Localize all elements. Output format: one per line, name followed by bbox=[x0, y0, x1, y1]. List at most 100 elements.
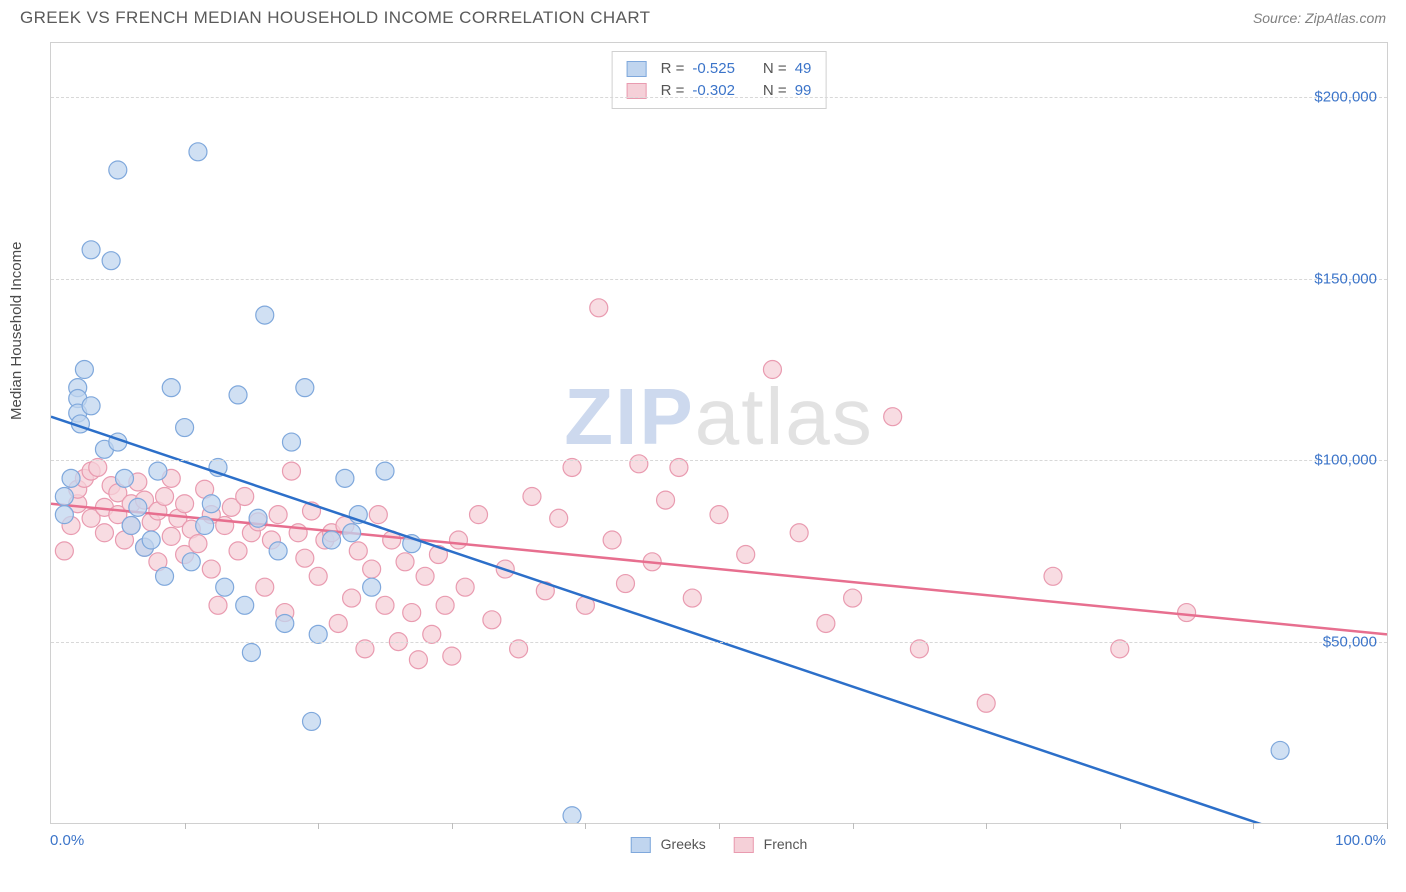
chart-header: GREEK VS FRENCH MEDIAN HOUSEHOLD INCOME … bbox=[0, 0, 1406, 34]
point-french bbox=[55, 542, 73, 560]
point-greeks bbox=[242, 643, 260, 661]
y-tick-label: $50,000 bbox=[1323, 633, 1377, 650]
point-greeks bbox=[162, 379, 180, 397]
point-french bbox=[657, 491, 675, 509]
n-label: N = bbox=[763, 58, 787, 80]
point-greeks bbox=[216, 578, 234, 596]
x-tick bbox=[185, 823, 186, 829]
y-tick-label: $150,000 bbox=[1314, 270, 1377, 287]
point-greeks bbox=[149, 462, 167, 480]
point-french bbox=[603, 531, 621, 549]
scatter-svg bbox=[51, 43, 1387, 823]
point-french bbox=[369, 506, 387, 524]
point-greeks bbox=[303, 712, 321, 730]
point-greeks bbox=[563, 807, 581, 823]
x-tick bbox=[853, 823, 854, 829]
point-greeks bbox=[376, 462, 394, 480]
point-french bbox=[343, 589, 361, 607]
point-greeks bbox=[182, 553, 200, 571]
point-french bbox=[396, 553, 414, 571]
point-french bbox=[817, 614, 835, 632]
point-french bbox=[590, 299, 608, 317]
point-greeks bbox=[1271, 741, 1289, 759]
point-greeks bbox=[189, 143, 207, 161]
point-french bbox=[256, 578, 274, 596]
point-greeks bbox=[62, 469, 80, 487]
point-greeks bbox=[296, 379, 314, 397]
point-greeks bbox=[142, 531, 160, 549]
gridline-h bbox=[51, 642, 1387, 643]
point-french bbox=[443, 647, 461, 665]
point-french bbox=[630, 455, 648, 473]
correlation-legend: R = -0.525 N = 49 R = -0.302 N = 99 bbox=[612, 51, 827, 109]
gridline-h bbox=[51, 279, 1387, 280]
point-greeks bbox=[269, 542, 287, 560]
point-greeks bbox=[109, 161, 127, 179]
correlation-row-french: R = -0.302 N = 99 bbox=[627, 80, 812, 102]
point-french bbox=[236, 487, 254, 505]
gridline-h bbox=[51, 460, 1387, 461]
point-greeks bbox=[75, 361, 93, 379]
point-french bbox=[884, 408, 902, 426]
point-greeks bbox=[82, 241, 100, 259]
swatch-french-icon bbox=[734, 837, 754, 853]
point-greeks bbox=[122, 517, 140, 535]
r-value-french: -0.302 bbox=[692, 80, 735, 102]
point-french bbox=[229, 542, 247, 560]
point-greeks bbox=[129, 498, 147, 516]
point-french bbox=[409, 651, 427, 669]
point-french bbox=[683, 589, 701, 607]
point-french bbox=[550, 509, 568, 527]
point-french bbox=[282, 462, 300, 480]
point-greeks bbox=[176, 419, 194, 437]
x-axis-max-label: 100.0% bbox=[1335, 832, 1386, 849]
n-value-greeks: 49 bbox=[795, 58, 812, 80]
point-french bbox=[1178, 604, 1196, 622]
point-greeks bbox=[82, 397, 100, 415]
point-french bbox=[349, 542, 367, 560]
point-greeks bbox=[249, 509, 267, 527]
r-label: R = bbox=[661, 80, 685, 102]
point-french bbox=[523, 487, 541, 505]
point-greeks bbox=[229, 386, 247, 404]
point-greeks bbox=[102, 252, 120, 270]
legend-label-french: French bbox=[764, 836, 808, 852]
x-tick bbox=[1387, 823, 1388, 829]
point-greeks bbox=[276, 614, 294, 632]
point-french bbox=[763, 361, 781, 379]
x-tick bbox=[452, 823, 453, 829]
point-french bbox=[209, 596, 227, 614]
x-tick bbox=[719, 823, 720, 829]
point-french bbox=[269, 506, 287, 524]
swatch-greeks-icon bbox=[631, 837, 651, 853]
point-french bbox=[95, 524, 113, 542]
point-french bbox=[616, 575, 634, 593]
point-greeks bbox=[236, 596, 254, 614]
point-greeks bbox=[363, 578, 381, 596]
y-axis-label: Median Household Income bbox=[8, 242, 25, 420]
point-greeks bbox=[55, 487, 73, 505]
point-greeks bbox=[202, 495, 220, 513]
x-tick bbox=[1120, 823, 1121, 829]
point-french bbox=[416, 567, 434, 585]
x-axis-min-label: 0.0% bbox=[50, 832, 84, 849]
series-legend: Greeks French bbox=[631, 836, 807, 853]
point-french bbox=[162, 527, 180, 545]
x-tick bbox=[986, 823, 987, 829]
point-french bbox=[844, 589, 862, 607]
point-french bbox=[176, 495, 194, 513]
correlation-row-greeks: R = -0.525 N = 49 bbox=[627, 58, 812, 80]
chart-title: GREEK VS FRENCH MEDIAN HOUSEHOLD INCOME … bbox=[20, 8, 650, 28]
legend-item-french: French bbox=[734, 836, 807, 853]
point-greeks bbox=[55, 506, 73, 524]
point-french bbox=[449, 531, 467, 549]
y-tick-label: $100,000 bbox=[1314, 452, 1377, 469]
point-greeks bbox=[196, 517, 214, 535]
point-greeks bbox=[343, 524, 361, 542]
point-french bbox=[1044, 567, 1062, 585]
point-french bbox=[189, 535, 207, 553]
point-greeks bbox=[115, 469, 133, 487]
point-french bbox=[363, 560, 381, 578]
chart-plot-area: ZIPatlas R = -0.525 N = 49 R = -0.302 N … bbox=[50, 42, 1388, 824]
point-french bbox=[309, 567, 327, 585]
